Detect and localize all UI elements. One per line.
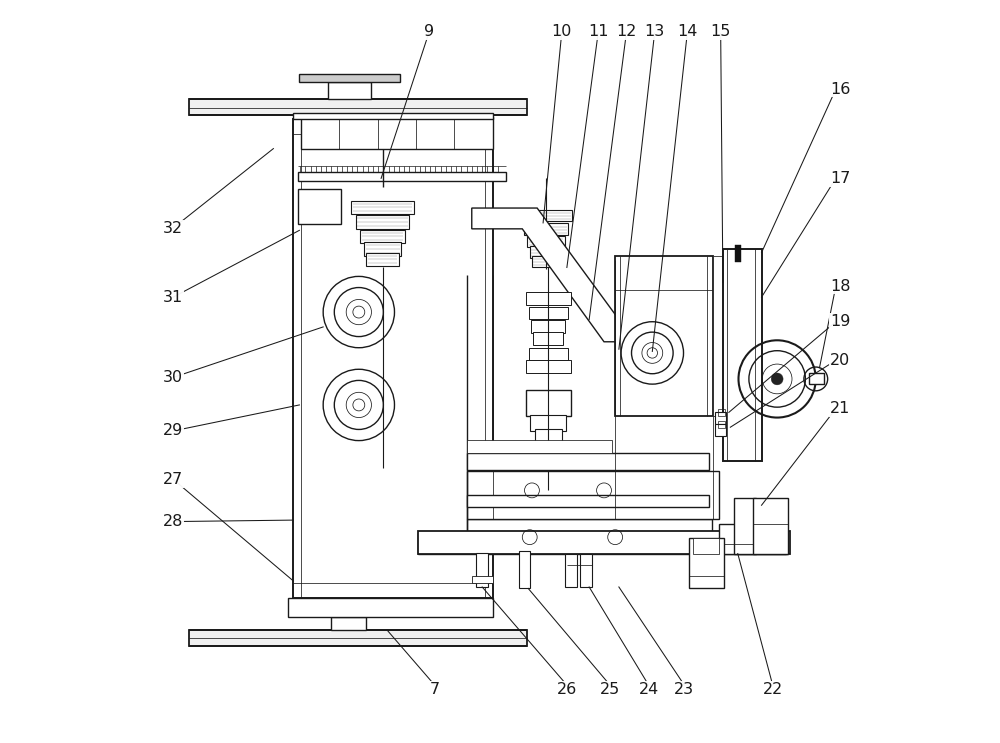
Text: 11: 11 [588, 24, 608, 39]
Text: 29: 29 [163, 424, 183, 438]
Bar [467, 519, 712, 533]
Bar [364, 242, 401, 256]
Text: 10: 10 [551, 24, 572, 39]
Polygon shape [472, 208, 619, 342]
Bar [467, 471, 719, 519]
Text: 25: 25 [600, 682, 620, 697]
Bar [467, 453, 709, 470]
Bar [293, 119, 493, 598]
Bar [360, 230, 405, 243]
Bar [689, 538, 724, 588]
Bar [298, 189, 341, 224]
Text: 23: 23 [674, 682, 694, 697]
Bar [719, 524, 786, 554]
Bar [526, 390, 571, 416]
Text: 26: 26 [557, 682, 577, 697]
Text: 13: 13 [644, 24, 665, 39]
Bar [527, 236, 565, 247]
Bar [809, 373, 824, 384]
Text: 19: 19 [830, 314, 850, 329]
Bar [723, 249, 762, 461]
Text: 21: 21 [830, 401, 850, 416]
Bar [693, 538, 719, 554]
Bar [565, 554, 577, 587]
Text: 24: 24 [638, 682, 659, 697]
Bar [526, 292, 571, 305]
Bar [467, 495, 709, 507]
Text: 16: 16 [830, 82, 850, 97]
Bar [356, 215, 409, 229]
Bar [715, 412, 726, 424]
Bar [298, 172, 506, 181]
Text: 14: 14 [677, 24, 697, 39]
Text: 12: 12 [616, 24, 636, 39]
Bar [533, 332, 563, 345]
Bar [418, 533, 788, 554]
Bar [718, 421, 725, 428]
Text: 9: 9 [424, 24, 434, 39]
Text: 30: 30 [163, 370, 183, 385]
Bar [532, 256, 560, 267]
Text: 27: 27 [163, 472, 183, 487]
Bar [293, 113, 493, 119]
Bar [715, 424, 726, 436]
Bar [713, 256, 724, 416]
Bar [366, 253, 399, 266]
Bar [718, 409, 725, 416]
Bar [580, 554, 592, 587]
Bar [734, 498, 756, 554]
Bar [529, 348, 568, 360]
Bar [331, 617, 366, 630]
Bar [520, 210, 572, 221]
Bar [189, 99, 527, 115]
Text: 15: 15 [710, 24, 731, 39]
Bar [301, 117, 493, 149]
Text: 18: 18 [830, 279, 851, 293]
Bar [476, 553, 488, 587]
Bar [299, 74, 400, 82]
Bar [467, 440, 612, 453]
Bar [519, 551, 530, 588]
Text: 7: 7 [430, 682, 440, 697]
Bar [328, 82, 371, 99]
Bar [530, 415, 566, 431]
Bar [526, 360, 571, 373]
Circle shape [771, 373, 783, 385]
Bar [529, 307, 568, 319]
Text: 28: 28 [163, 514, 183, 529]
Bar [351, 201, 414, 214]
Text: 31: 31 [163, 290, 183, 305]
Bar [535, 429, 562, 442]
Bar [530, 246, 562, 258]
Bar [735, 245, 741, 262]
Bar [472, 576, 493, 583]
Bar [189, 630, 527, 646]
Text: 17: 17 [830, 171, 850, 186]
Bar [418, 531, 790, 554]
Text: 20: 20 [830, 353, 850, 368]
Text: 32: 32 [163, 221, 183, 236]
Bar [531, 320, 565, 333]
Text: 22: 22 [763, 682, 783, 697]
Bar [288, 598, 493, 617]
Bar [615, 256, 713, 416]
Bar [524, 223, 568, 235]
Bar [753, 498, 788, 554]
